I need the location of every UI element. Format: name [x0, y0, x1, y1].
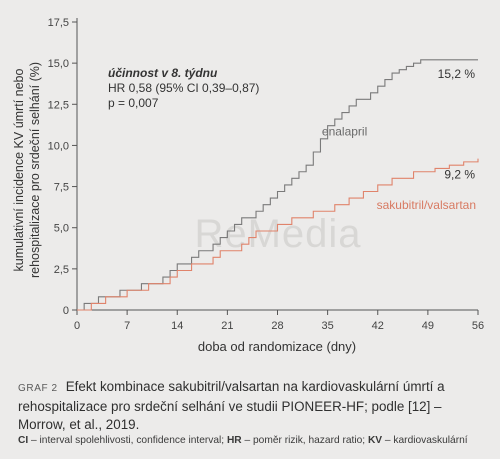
series-sakubitril-valsartan-line — [77, 158, 479, 311]
x-tick-label: 42 — [372, 320, 384, 332]
annotation-p: p = 0,007 — [108, 96, 159, 110]
annotation: účinnost v 8. týdnu HR 0,58 (95% CI 0,39… — [108, 66, 259, 110]
kaplan-meier-chart: ReMedia 0 7 14 21 28 35 42 49 56 0 2,5 5,0 7,5 10,0 12… — [12, 17, 485, 354]
footnote-ci-abbr: CI — [18, 435, 29, 446]
x-tick-label: 0 — [74, 320, 80, 332]
x-tick-label: 28 — [271, 320, 283, 332]
x-tick-label: 56 — [472, 320, 484, 332]
y-tick-label: 10,0 — [48, 140, 69, 152]
x-tick-label: 14 — [171, 320, 183, 332]
x-tick-label: 49 — [422, 320, 434, 332]
axes — [76, 18, 478, 311]
series-name-sakubitril-valsartan: sakubitril/valsartan — [377, 198, 476, 212]
ticks: 0 7 14 21 28 35 42 49 56 0 2,5 5,0 7,5 10,0 12,5 15,0 17… — [48, 17, 485, 332]
x-axis-label: doba od randomizace (dny) — [198, 339, 356, 354]
y-tick-label: 5,0 — [54, 223, 69, 235]
watermark: ReMedia — [194, 212, 361, 256]
footnote-hr-text: – poměr rizik, hazard ratio; — [241, 435, 368, 446]
footnote-kv-text: – kardiovaskulární — [382, 435, 468, 446]
series-layer: enalapril 15,2 % sakubitril/valsartan 9,2 % — [77, 59, 479, 311]
y-axis-label-line1: kumulativní incidence KV úmrtí nebo — [12, 69, 26, 272]
series-name-enalapril: enalapril — [322, 125, 367, 139]
y-tick-label: 12,5 — [48, 99, 69, 111]
footnote: CI – interval spolehlivosti, confidence … — [18, 434, 498, 447]
y-tick-label: 15,0 — [48, 58, 69, 70]
x-tick-label: 35 — [322, 320, 334, 332]
x-tick-label: 7 — [124, 320, 130, 332]
caption-label: GRAF 2 — [18, 383, 58, 394]
end-label-sakubitril-valsartan: 9,2 % — [444, 168, 475, 182]
footnote-kv-abbr: KV — [367, 435, 383, 446]
y-axis-label-line2: rehospitalizace pro srdeční selhání (%) — [28, 62, 42, 278]
figure-caption: GRAF 2 Efekt kombinace sakubitril/valsart… — [18, 378, 490, 434]
y-tick-label: 7,5 — [54, 182, 69, 194]
footnote-hr-abbr: HR — [226, 435, 242, 446]
series-enalapril-line — [77, 59, 478, 311]
y-tick-label: 2,5 — [54, 264, 69, 276]
end-label-enalapril: 15,2 % — [438, 67, 476, 81]
y-tick-label: 0 — [63, 305, 69, 317]
footnote-ci-text: – interval spolehlivosti, confidence int… — [28, 435, 227, 446]
caption-text: Efekt kombinace sakubitril/valsartan na … — [18, 379, 445, 432]
y-tick-label: 17,5 — [48, 17, 69, 29]
annotation-title: účinnost v 8. týdnu — [108, 66, 218, 80]
annotation-hr: HR 0,58 (95% CI 0,39–0,87) — [108, 81, 259, 95]
x-tick-label: 21 — [221, 320, 233, 332]
